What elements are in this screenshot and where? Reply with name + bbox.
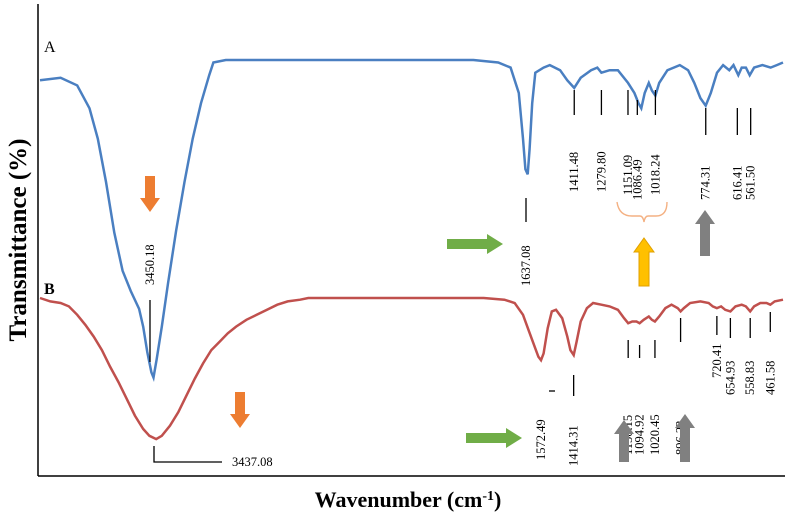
peak-label-1414-31: 1414.31 bbox=[567, 425, 581, 466]
peak-label-1279-80: 1279.80 bbox=[594, 151, 608, 192]
x-axis-title-sup: -1 bbox=[482, 489, 494, 504]
peak-label-1151-09: 1151.09 bbox=[621, 155, 635, 195]
peak-label-3450-18: 3450.18 bbox=[143, 244, 157, 285]
peak-label-558-83: 558.83 bbox=[743, 361, 757, 395]
gray-up-arrow-b2 bbox=[675, 414, 695, 462]
peak-label-1086-49: 1086.49 bbox=[630, 159, 644, 200]
x-axis-title-main: Wavenumber (cm bbox=[315, 487, 483, 512]
series-b-label: B bbox=[44, 281, 55, 298]
peak-label-720-41: 720.41 bbox=[710, 344, 724, 378]
annotation-arrows bbox=[140, 176, 715, 462]
peak-label-1572-49: 1572.49 bbox=[534, 419, 548, 460]
gold-up-arrow bbox=[633, 237, 655, 287]
peak-label-616-41: 616.41 bbox=[730, 166, 744, 200]
peak-label-1020-45: 1020.45 bbox=[648, 414, 662, 455]
peak-label-3437-08: 3437.08 bbox=[232, 455, 273, 469]
peak-label-1018-24: 1018.24 bbox=[648, 154, 662, 195]
y-axis-title: Transmittance (%) bbox=[5, 139, 32, 342]
x-axis-title-suffix: ) bbox=[494, 487, 501, 512]
orange-down-arrow-b bbox=[230, 392, 250, 428]
peak-label-1637-08: 1637.08 bbox=[519, 245, 533, 286]
series-a-label: A bbox=[44, 39, 56, 56]
peak-label-461-58: 461.58 bbox=[763, 361, 777, 395]
peak-label-1094-92: 1094.92 bbox=[633, 414, 647, 455]
series-line-b bbox=[39, 296, 784, 441]
bracket-1151-1018 bbox=[616, 201, 668, 223]
gray-up-arrow-b1 bbox=[614, 420, 634, 462]
gray-up-arrow-a bbox=[695, 210, 715, 256]
peak-label-654-93: 654.93 bbox=[723, 361, 737, 395]
orange-down-arrow-a bbox=[140, 176, 160, 212]
peak-label-1411-48: 1411.48 bbox=[567, 152, 581, 192]
peak-label-774-31: 774.31 bbox=[699, 166, 713, 200]
green-right-arrow-b bbox=[466, 428, 522, 448]
green-right-arrow-a bbox=[447, 234, 503, 254]
peak-label-561-50: 561.50 bbox=[744, 166, 758, 200]
peak-tick-3437-08 bbox=[153, 446, 222, 463]
x-axis-title: Wavenumber (cm-1) bbox=[315, 487, 502, 512]
series-line-a bbox=[39, 58, 784, 382]
